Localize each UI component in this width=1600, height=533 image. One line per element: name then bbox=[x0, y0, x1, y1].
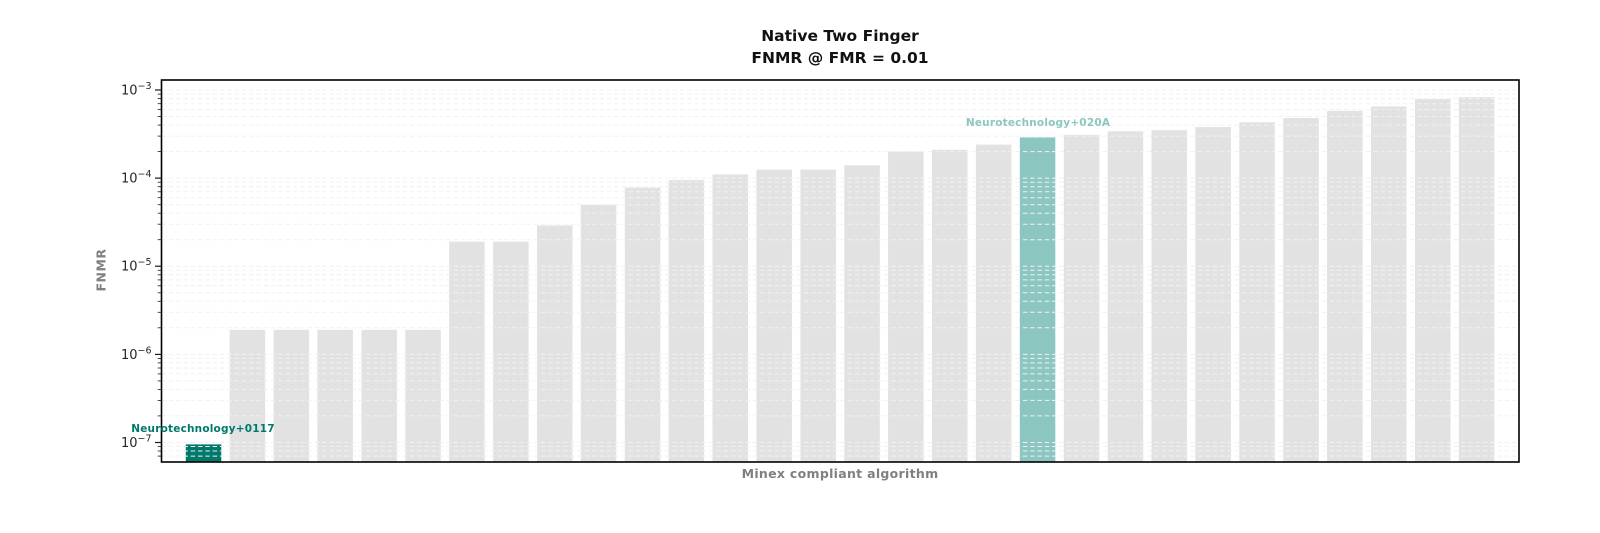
bar bbox=[756, 169, 792, 462]
y-tick-label: 10−7 bbox=[121, 434, 152, 452]
bar bbox=[493, 241, 529, 462]
chart-title: Native Two Finger bbox=[761, 27, 919, 45]
bar bbox=[317, 329, 353, 462]
annotation-label-neurotechnology-020a: Neurotechnology+020A bbox=[965, 117, 1111, 129]
annotation-label-neurotechnology-0117: Neurotechnology+0117 bbox=[131, 423, 275, 435]
x-axis-label: Minex compliant algorithm bbox=[741, 466, 939, 481]
bar bbox=[405, 329, 441, 462]
bar bbox=[580, 204, 617, 462]
bar-highlighted bbox=[185, 444, 222, 462]
bar bbox=[668, 180, 705, 462]
y-tick-label: 10−5 bbox=[121, 257, 152, 275]
bar bbox=[712, 174, 748, 462]
bar bbox=[624, 187, 661, 462]
bar bbox=[537, 225, 573, 462]
bar bbox=[1327, 110, 1363, 463]
bar bbox=[1283, 118, 1319, 462]
bar bbox=[888, 151, 924, 462]
chart-subtitle: FNMR @ FMR = 0.01 bbox=[751, 49, 929, 67]
bar bbox=[273, 329, 310, 462]
plot-frame bbox=[160, 79, 1520, 463]
bar bbox=[361, 329, 397, 462]
y-tick-label: 10−4 bbox=[121, 169, 152, 187]
bar bbox=[932, 149, 968, 463]
bar bbox=[229, 329, 266, 462]
y-tick-label: 10−6 bbox=[121, 345, 152, 363]
bar bbox=[1063, 134, 1100, 462]
y-tick-label: 10−3 bbox=[121, 81, 152, 99]
bar bbox=[844, 165, 880, 463]
bar bbox=[1415, 99, 1451, 462]
bar bbox=[1195, 127, 1231, 462]
bar bbox=[800, 169, 836, 462]
bar bbox=[449, 241, 485, 462]
bar bbox=[1371, 106, 1407, 462]
bar bbox=[1239, 122, 1275, 463]
y-axis-label: FNMR bbox=[93, 248, 109, 292]
bar bbox=[1107, 131, 1144, 463]
bar-highlighted bbox=[1019, 137, 1056, 462]
bar bbox=[1151, 130, 1187, 462]
